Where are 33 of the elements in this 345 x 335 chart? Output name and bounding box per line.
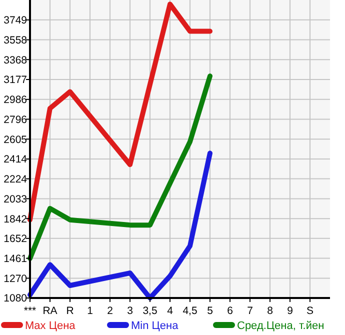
- x-tick-label: RA: [42, 305, 58, 317]
- y-tick-label: 1080: [4, 292, 28, 305]
- x-tick-label: R: [66, 305, 74, 317]
- y-tick-label: 3558: [4, 34, 28, 46]
- x-tick-label: 6: [227, 305, 234, 317]
- x-tick-label: 1: [87, 305, 94, 317]
- x-tick-label: 2: [107, 305, 114, 317]
- y-tick-label: 1270: [4, 272, 28, 285]
- y-tick-label: 2224: [4, 173, 28, 186]
- y-tick-label: 3368: [4, 54, 28, 66]
- x-tick-label: 8: [267, 305, 274, 317]
- x-tick-label: 3,5: [142, 305, 158, 317]
- y-tick-label: 2033: [4, 193, 28, 206]
- y-tick-label: 3749: [4, 14, 28, 27]
- y-tick-label: 1652: [4, 233, 28, 246]
- y-tick-label: 3177: [4, 74, 28, 86]
- x-tick-label: 3: [127, 305, 134, 317]
- x-tick-label: 4: [167, 305, 174, 317]
- x-tick-label: ***: [24, 305, 36, 317]
- legend-label: Сред.Цена, т.йен: [237, 320, 324, 332]
- y-tick-label: 1842: [4, 213, 28, 226]
- x-tick-label: S: [306, 305, 314, 317]
- y-tick-label: 2986: [4, 94, 28, 106]
- x-tick-label: 5: [207, 305, 214, 317]
- legend-label: Max Цена: [25, 320, 76, 332]
- x-tick-label: 7: [247, 305, 254, 317]
- y-tick-label: 2605: [4, 134, 28, 146]
- legend-label: Min Цена: [131, 320, 180, 332]
- y-tick-label: 1461: [4, 252, 28, 265]
- x-tick-label: 4,5: [182, 305, 198, 317]
- x-tick-label: 9: [287, 305, 294, 317]
- y-tick-label: 2414: [4, 154, 28, 166]
- y-tick-label: 2796: [4, 114, 28, 126]
